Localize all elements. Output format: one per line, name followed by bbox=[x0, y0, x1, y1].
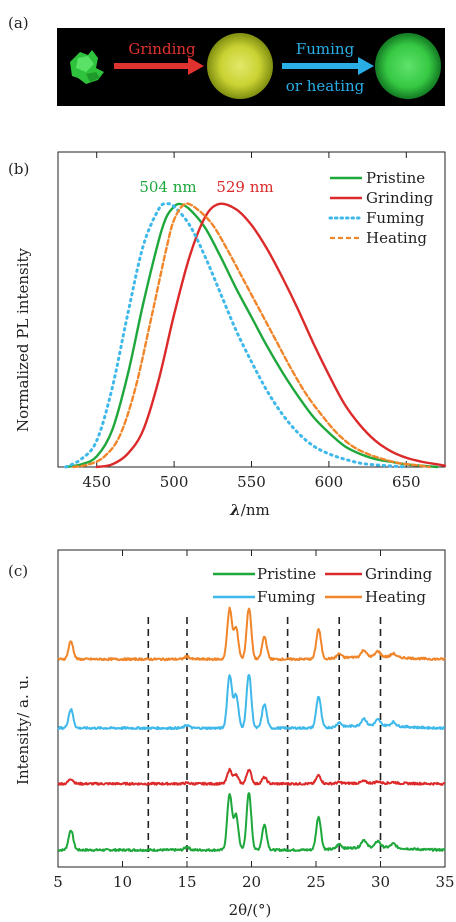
xrd-legend: Pristine Grinding Fuming Heating bbox=[213, 565, 433, 606]
xrd-x-tick-label: 35 bbox=[435, 873, 454, 891]
xrd-legend-label-fuming: Fuming bbox=[257, 588, 316, 606]
xrd-x-tick-label: 15 bbox=[177, 873, 196, 891]
xrd-y-axis-label: Intensity/ a. u. bbox=[14, 675, 32, 785]
pl-x-tick-label: 450 bbox=[82, 473, 111, 491]
pl-series-fuming bbox=[64, 202, 408, 469]
annotation-pristine-peak: 504 nm bbox=[139, 178, 196, 196]
panel-a-label: (a) bbox=[8, 14, 29, 32]
panel-a-image: Grinding Fuming or heating bbox=[57, 28, 445, 106]
xrd-series-grinding bbox=[57, 767, 446, 786]
pl-x-tick-label: 600 bbox=[315, 473, 344, 491]
legend-label-fuming: Fuming bbox=[366, 209, 425, 227]
pl-series-pristine bbox=[64, 202, 439, 469]
xrd-x-tick-label: 25 bbox=[306, 873, 325, 891]
xrd-x-tick-label: 20 bbox=[242, 873, 261, 891]
annotation-grinding-peak: 529 nm bbox=[216, 178, 273, 196]
pl-y-axis-label: Normalized PL intensity bbox=[14, 247, 32, 432]
grind-arrow-icon bbox=[114, 57, 204, 75]
pl-x-tick-label: 550 bbox=[237, 473, 266, 491]
pl-x-axis-unit: /nm bbox=[241, 501, 270, 519]
xrd-chart: 5 10 15 20 25 30 35 Pristine Grinding Fuming H… bbox=[14, 549, 455, 919]
xrd-series-heating bbox=[57, 606, 446, 662]
heating-step-label: or heating bbox=[286, 77, 365, 95]
pl-x-axis-symbol: λ bbox=[229, 501, 241, 519]
fuming-step-label: Fuming bbox=[296, 40, 355, 58]
pl-legend: Pristine Grinding Fuming Heating bbox=[328, 169, 434, 247]
xrd-x-tick-label: 10 bbox=[113, 873, 132, 891]
pl-x-axis-label: λ/nm bbox=[229, 501, 269, 519]
panel-b-label: (b) bbox=[8, 160, 30, 178]
pristine-crystal-icon bbox=[70, 50, 104, 84]
xrd-series-fuming bbox=[57, 673, 446, 731]
pl-series-grinding bbox=[95, 202, 447, 469]
xrd-legend-label-grinding: Grinding bbox=[365, 565, 433, 583]
pl-x-tick-label: 500 bbox=[160, 473, 189, 491]
legend-label-pristine: Pristine bbox=[366, 169, 425, 187]
recovered-sample-icon bbox=[375, 33, 441, 99]
ground-sample-icon bbox=[207, 33, 273, 99]
panel-c-label: (c) bbox=[8, 562, 29, 580]
xrd-legend-label-heating: Heating bbox=[365, 588, 426, 606]
xrd-legend-label-pristine: Pristine bbox=[257, 565, 316, 583]
grinding-step-label: Grinding bbox=[128, 40, 196, 58]
pl-series-heating bbox=[72, 202, 431, 469]
xrd-x-tick-label: 30 bbox=[371, 873, 390, 891]
xrd-x-axis-label: 2θ/(°) bbox=[229, 901, 272, 919]
pl-x-tick-label: 650 bbox=[392, 473, 421, 491]
legend-label-grinding: Grinding bbox=[366, 189, 434, 207]
legend-label-heating: Heating bbox=[366, 229, 427, 247]
pl-spectrum-chart: 450 500 550 600 650 Pristine Grinding Fuming… bbox=[14, 151, 447, 519]
xrd-series-pristine bbox=[57, 792, 446, 853]
fume-arrow-icon bbox=[282, 57, 374, 75]
xrd-x-tick-label: 5 bbox=[53, 873, 63, 891]
